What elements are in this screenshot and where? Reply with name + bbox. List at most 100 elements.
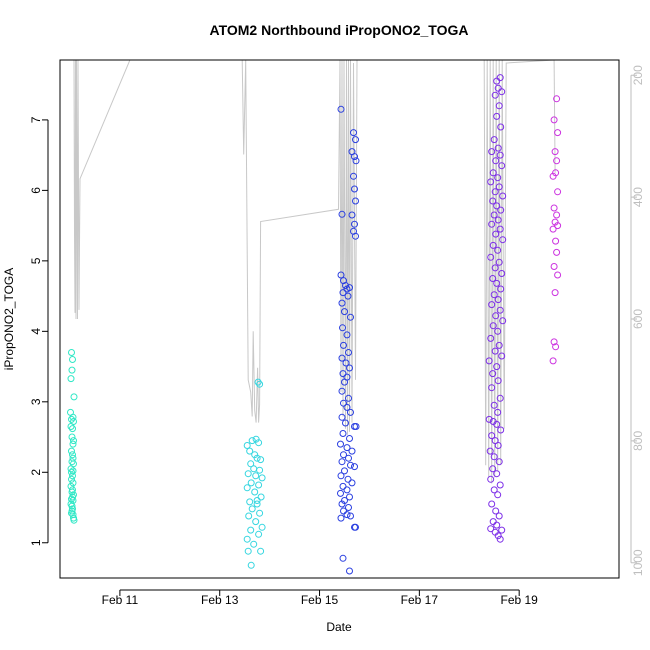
- data-point: [487, 525, 495, 533]
- data-point: [344, 475, 352, 483]
- x-axis-label: Date: [326, 620, 352, 634]
- data-point: [69, 425, 76, 433]
- data-point: [342, 419, 349, 427]
- data-point: [339, 289, 347, 297]
- data-point: [489, 465, 497, 473]
- data-point: [247, 561, 255, 569]
- data-point: [496, 74, 504, 82]
- data-point: [340, 341, 347, 349]
- data-point: [489, 169, 497, 177]
- data-point: [68, 366, 76, 374]
- data-point: [339, 482, 347, 490]
- data-point: [492, 312, 500, 320]
- data-point: [243, 442, 251, 449]
- data-point: [550, 204, 558, 212]
- data-point: [493, 202, 501, 210]
- x-tick-label: Feb 11: [102, 593, 139, 607]
- data-point: [346, 364, 353, 372]
- data-point: [338, 210, 346, 218]
- data-point: [338, 500, 346, 508]
- data-point: [258, 474, 266, 482]
- data-point: [498, 162, 506, 170]
- data-point: [251, 488, 259, 496]
- data-point: [498, 526, 506, 534]
- series-1: [67, 349, 78, 524]
- data-point: [495, 102, 503, 110]
- data-point: [337, 472, 345, 480]
- data-point: [497, 206, 505, 214]
- data-point: [341, 308, 348, 316]
- y-tick-label: 5: [29, 257, 43, 264]
- data-point: [338, 458, 346, 466]
- data-point: [352, 423, 360, 430]
- data-point: [493, 279, 501, 287]
- data-point: [258, 523, 266, 531]
- data-point: [493, 521, 501, 529]
- data-point: [248, 437, 256, 445]
- data-point: [67, 375, 75, 383]
- data-point: [490, 401, 498, 409]
- x-tick-label: Feb 17: [401, 593, 439, 607]
- y-tick-label: 7: [29, 116, 43, 123]
- data-point: [346, 567, 353, 575]
- altitude-trace-layer: [73, 60, 556, 484]
- data-point: [337, 489, 344, 497]
- data-point: [494, 216, 502, 224]
- data-point: [552, 237, 560, 245]
- data-point: [68, 458, 76, 466]
- data-point: [340, 399, 347, 407]
- data-point: [351, 153, 358, 161]
- data-point: [488, 220, 496, 228]
- data-point: [551, 148, 559, 156]
- data-point: [549, 357, 557, 365]
- data-point: [494, 144, 502, 152]
- data-point: [244, 470, 252, 478]
- data-point: [554, 129, 562, 137]
- axes-layer: Feb 11 Feb 13 Feb 15 Feb 17 Feb 19 1 2 3 4 5 6 7 200…: [29, 65, 645, 607]
- data-point: [352, 197, 359, 205]
- series-2: [243, 378, 266, 569]
- data-point: [346, 284, 353, 292]
- data-point: [342, 359, 350, 367]
- data-point: [347, 461, 354, 469]
- data-point: [338, 387, 346, 395]
- data-point: [352, 523, 359, 531]
- data-point: [343, 444, 351, 452]
- data-point: [494, 174, 502, 182]
- data-point: [550, 116, 558, 124]
- data-point: [338, 413, 346, 421]
- data-point: [68, 349, 75, 356]
- data-point: [247, 479, 255, 487]
- data-point: [70, 393, 78, 401]
- altitude-trace-line: [73, 60, 556, 484]
- data-point: [250, 540, 258, 548]
- data-point: [496, 151, 504, 159]
- data-point: [497, 426, 505, 434]
- data-point: [70, 516, 78, 524]
- data-point: [485, 415, 493, 423]
- data-point: [496, 535, 504, 543]
- data-point: [343, 486, 351, 494]
- data-point: [67, 423, 75, 430]
- data-point: [68, 507, 76, 515]
- data-point: [350, 172, 357, 180]
- data-point: [494, 246, 502, 254]
- data-point: [554, 188, 562, 196]
- data-point: [553, 95, 561, 103]
- data-point: [490, 291, 498, 299]
- right-tick-label: 200: [631, 65, 645, 85]
- data-point: [489, 241, 497, 249]
- data-point: [256, 380, 264, 388]
- data-point: [490, 486, 498, 494]
- data-point: [67, 482, 75, 490]
- data-point: [499, 192, 507, 200]
- y-tick-label: 6: [29, 187, 43, 194]
- data-point: [347, 512, 354, 520]
- data-point: [339, 430, 347, 437]
- data-point: [346, 493, 353, 501]
- data-point: [497, 285, 505, 293]
- data-point: [338, 299, 346, 307]
- data-point: [342, 282, 349, 289]
- data-point: [256, 509, 264, 517]
- data-point: [491, 347, 499, 355]
